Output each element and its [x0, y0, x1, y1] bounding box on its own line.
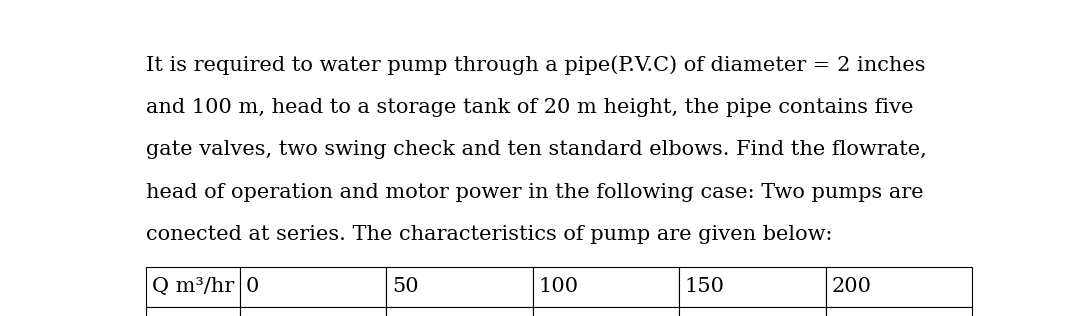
Bar	[387, 307, 532, 316]
Bar	[825, 267, 972, 307]
Bar	[825, 307, 972, 316]
Bar	[240, 307, 387, 316]
Text: 150: 150	[685, 277, 725, 296]
Text: 200: 200	[832, 277, 872, 296]
Bar	[146, 307, 240, 316]
Bar	[532, 267, 679, 307]
Text: conected at series. The characteristics of pump are given below:: conected at series. The characteristics …	[146, 225, 833, 244]
Text: head of operation and motor power in the following case: Two pumps are: head of operation and motor power in the…	[146, 183, 923, 202]
Text: 50: 50	[392, 277, 419, 296]
Bar	[387, 267, 532, 307]
Bar	[532, 307, 679, 316]
Text: gate valves, two swing check and ten standard elbows. Find the flowrate,: gate valves, two swing check and ten sta…	[146, 140, 927, 159]
Text: and 100 m, head to a storage tank of 20 m height, the pipe contains five: and 100 m, head to a storage tank of 20 …	[146, 98, 914, 117]
Text: 0: 0	[245, 277, 259, 296]
Text: 100: 100	[539, 277, 579, 296]
Bar	[240, 267, 387, 307]
Text: It is required to water pump through a pipe(P.V.C) of diameter = 2 inches: It is required to water pump through a p…	[146, 55, 926, 75]
Text: Q m³/hr: Q m³/hr	[151, 277, 234, 296]
Bar	[679, 267, 825, 307]
Bar	[146, 267, 240, 307]
Bar	[679, 307, 825, 316]
